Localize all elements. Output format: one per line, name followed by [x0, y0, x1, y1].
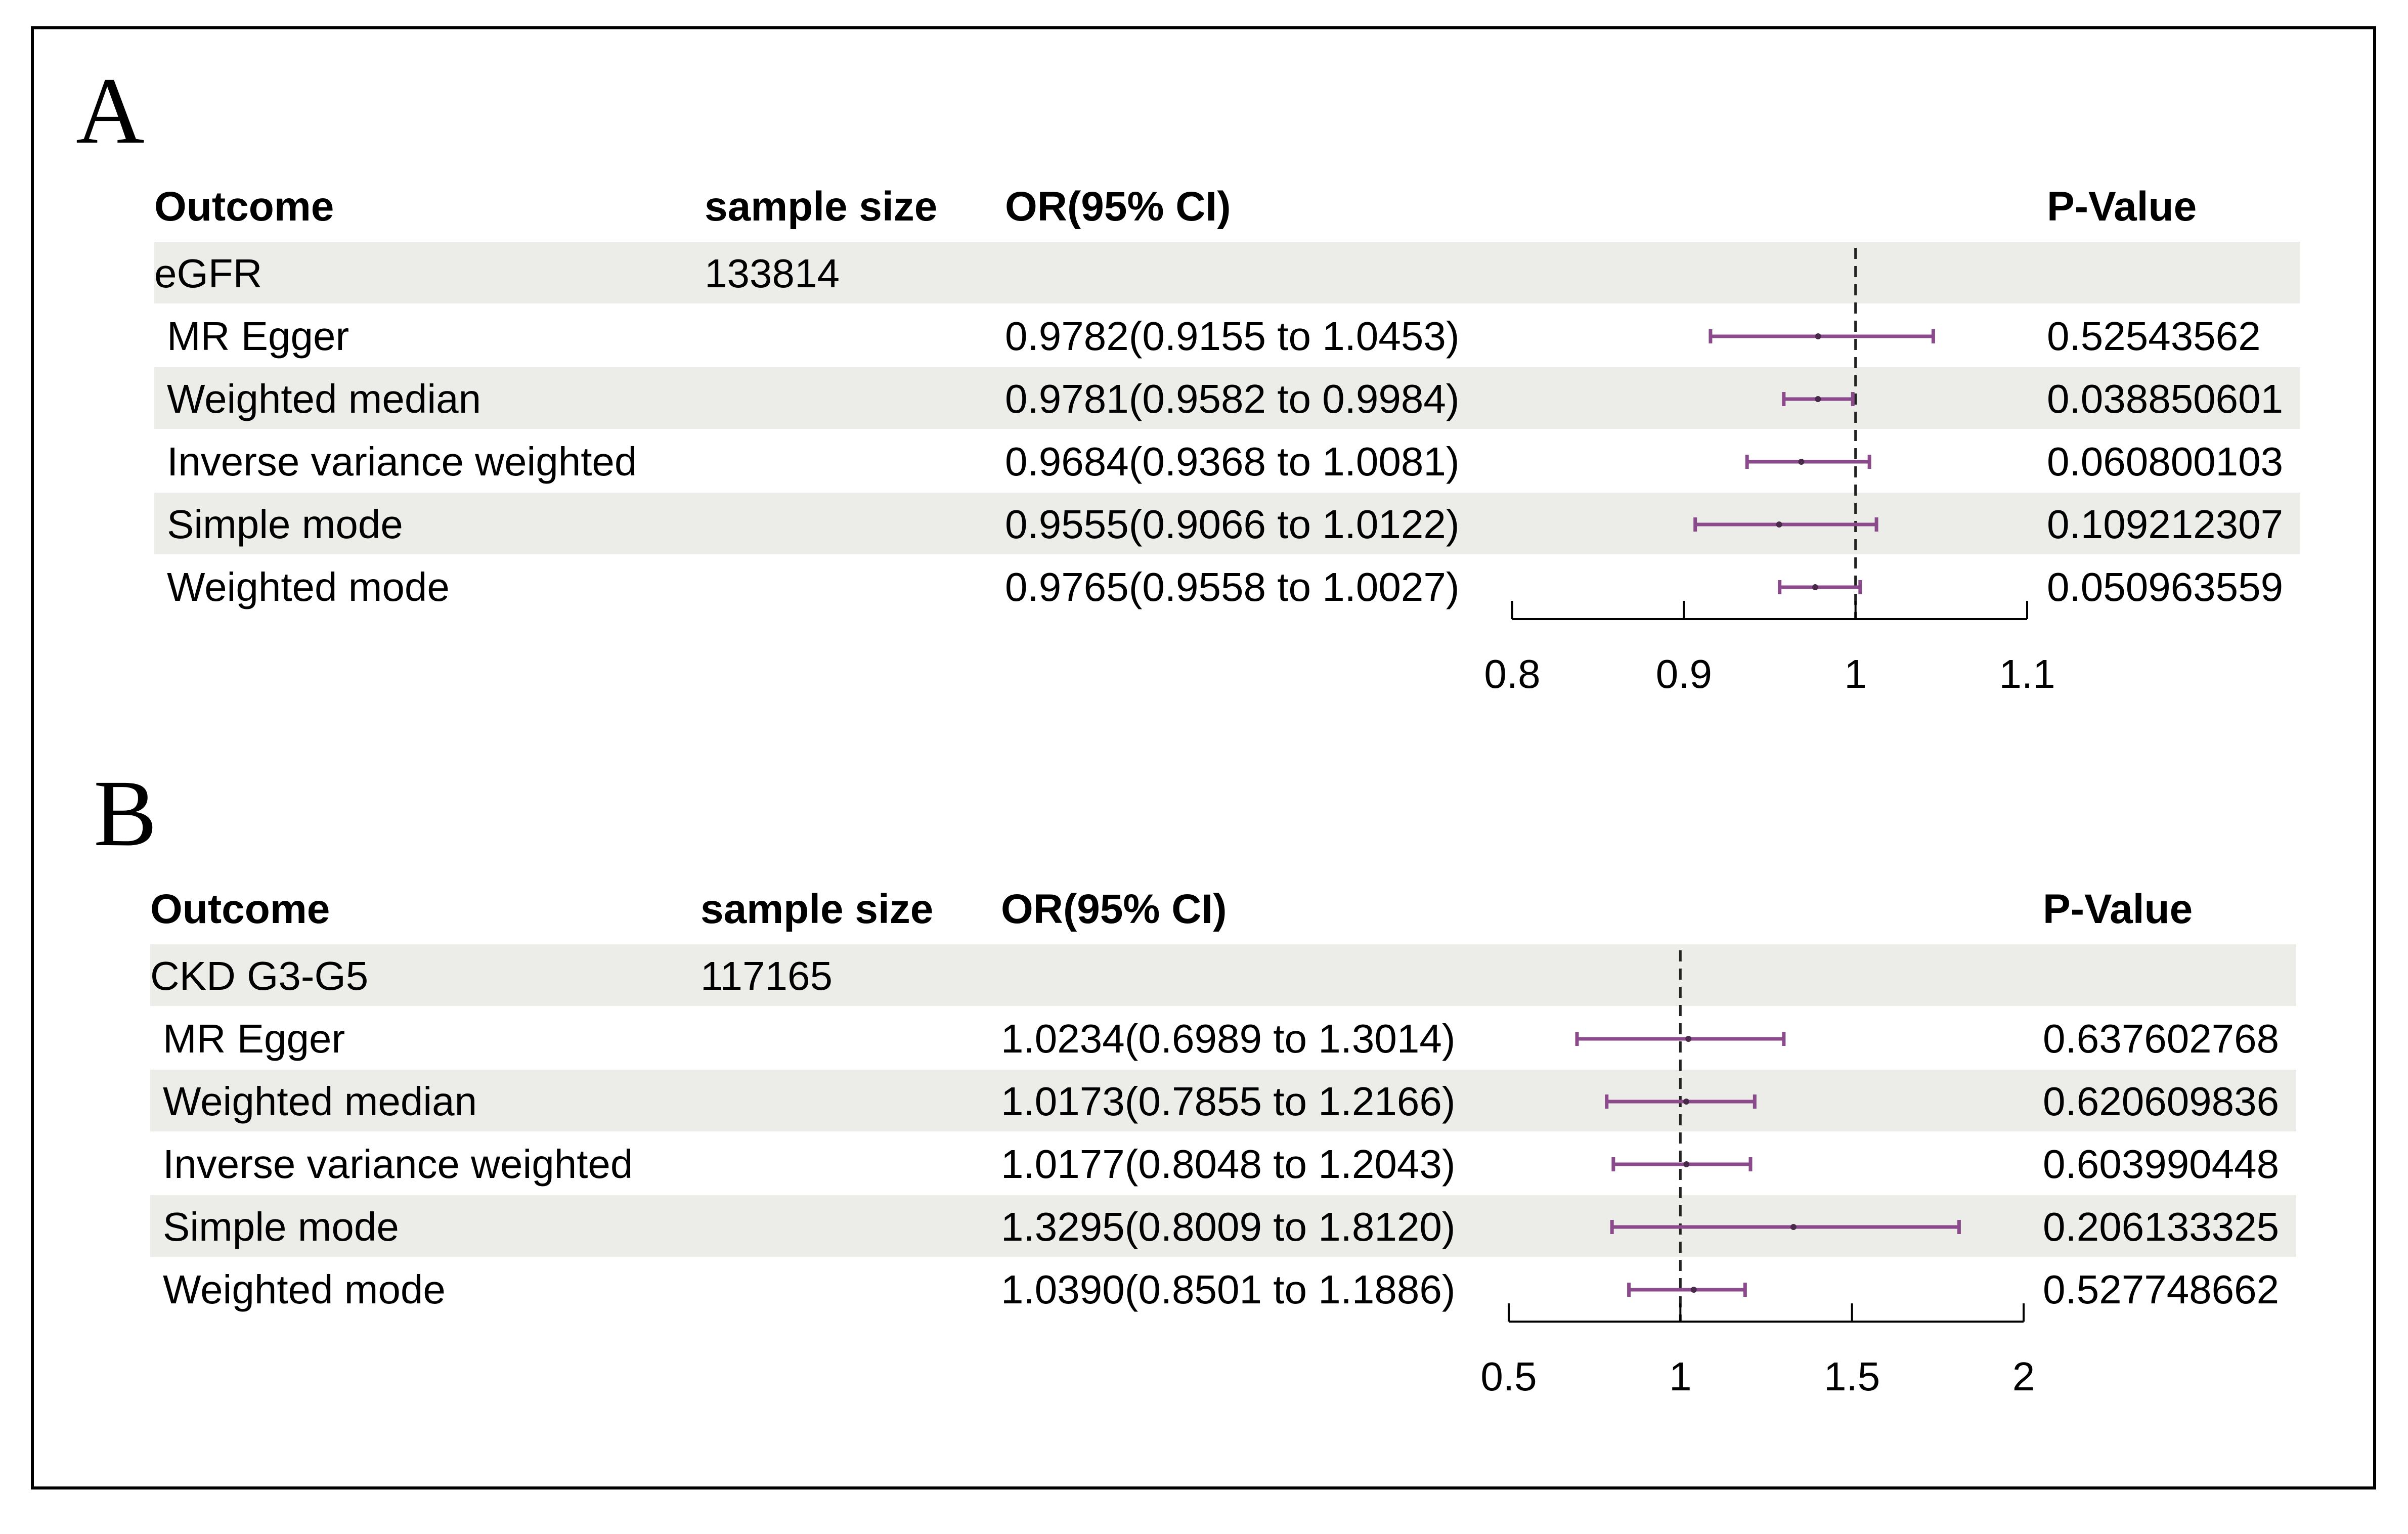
row-shade	[154, 493, 2300, 554]
p-value: 0.527748662	[2043, 1267, 2280, 1312]
method-label: Weighted median	[163, 1079, 477, 1124]
panel-letter: A	[76, 58, 145, 163]
method-label: MR Egger	[163, 1016, 345, 1061]
row-shade	[154, 367, 2300, 429]
panel-b: B Outcome sample size OR(95% CI) P-Value…	[0, 703, 2408, 1400]
method-label: Simple mode	[163, 1204, 399, 1249]
outcome-sample-size: 117165	[700, 953, 833, 998]
p-value: 0.637602768	[2043, 1016, 2280, 1061]
x-tick-label: 2	[2012, 1354, 2035, 1399]
point-estimate	[1815, 396, 1821, 402]
point-estimate	[1683, 1099, 1690, 1105]
header-outcome: Outcome	[150, 886, 330, 932]
or-ci-value: 0.9555(0.9066 to 1.0122)	[1005, 502, 1460, 547]
or-ci-value: 1.0234(0.6989 to 1.3014)	[1001, 1016, 1456, 1061]
or-ci-value: 0.9782(0.9155 to 1.0453)	[1005, 314, 1460, 359]
p-value: 0.109212307	[2047, 502, 2284, 547]
panel-a: A Outcome sample size OR(95% CI) P-Value…	[0, 0, 2408, 698]
method-label: Inverse variance weighted	[163, 1142, 633, 1187]
panel-letter: B	[94, 760, 157, 866]
x-tick-label: 0.8	[1484, 651, 1540, 696]
header-sample-size: sample size	[700, 886, 934, 932]
forest-plot: 0.5 1 1.5 2	[1480, 950, 2035, 1399]
row-shade	[150, 944, 2296, 1006]
or-ci-value: 1.3295(0.8009 to 1.8120)	[1001, 1204, 1456, 1249]
or-ci-value: 0.9765(0.9558 to 1.0027)	[1005, 564, 1460, 609]
method-label: Weighted mode	[167, 564, 450, 609]
p-value: 0.603990448	[2043, 1142, 2280, 1187]
header-p-value: P-Value	[2047, 184, 2197, 230]
point-estimate	[1683, 1161, 1690, 1167]
x-tick-label: 1	[1669, 1354, 1692, 1399]
outcome-name: eGFR	[154, 251, 262, 296]
point-estimate	[1690, 1287, 1697, 1293]
p-value: 0.620609836	[2043, 1079, 2280, 1124]
or-ci-value: 1.0173(0.7855 to 1.2166)	[1001, 1079, 1456, 1124]
point-estimate	[1685, 1036, 1692, 1042]
header-outcome: Outcome	[154, 184, 334, 230]
method-label: Weighted mode	[163, 1267, 446, 1312]
or-ci-value: 1.0390(0.8501 to 1.1886)	[1001, 1267, 1456, 1312]
point-estimate	[1798, 459, 1805, 465]
header-or-ci: OR(95% CI)	[1001, 886, 1227, 932]
p-value: 0.050963559	[2047, 564, 2284, 609]
point-estimate	[1776, 521, 1782, 528]
outcome-sample-size: 133814	[705, 251, 840, 296]
header-sample-size: sample size	[705, 184, 938, 230]
point-estimate	[1815, 333, 1821, 339]
point-estimate	[1790, 1224, 1797, 1230]
row-shade	[154, 242, 2300, 303]
method-label: Weighted median	[167, 376, 481, 421]
figure-frame	[31, 26, 2376, 1489]
point-estimate	[1812, 584, 1818, 590]
x-tick-label: 1	[1844, 651, 1867, 696]
method-label: Simple mode	[167, 502, 403, 547]
header-or-ci: OR(95% CI)	[1005, 184, 1231, 230]
x-tick-label: 0.9	[1656, 651, 1712, 696]
or-ci-value: 1.0177(0.8048 to 1.2043)	[1001, 1142, 1456, 1187]
x-tick-label: 1.1	[1999, 651, 2055, 696]
method-label: MR Egger	[167, 314, 349, 359]
p-value: 0.060800103	[2047, 439, 2284, 484]
p-value: 0.206133325	[2043, 1204, 2280, 1249]
x-tick-label: 1.5	[1824, 1354, 1880, 1399]
p-value: 0.52543562	[2047, 314, 2261, 359]
header-p-value: P-Value	[2043, 886, 2193, 932]
row-shade	[150, 1070, 2296, 1131]
x-tick-label: 0.5	[1480, 1354, 1537, 1399]
method-label: Inverse variance weighted	[167, 439, 637, 484]
or-ci-value: 0.9781(0.9582 to 0.9984)	[1005, 376, 1460, 421]
outcome-name: CKD G3-G5	[150, 953, 369, 998]
or-ci-value: 0.9684(0.9368 to 1.0081)	[1005, 439, 1460, 484]
forest-plot: 0.8 0.9 1 1.1	[1484, 248, 2055, 696]
p-value: 0.038850601	[2047, 376, 2284, 421]
